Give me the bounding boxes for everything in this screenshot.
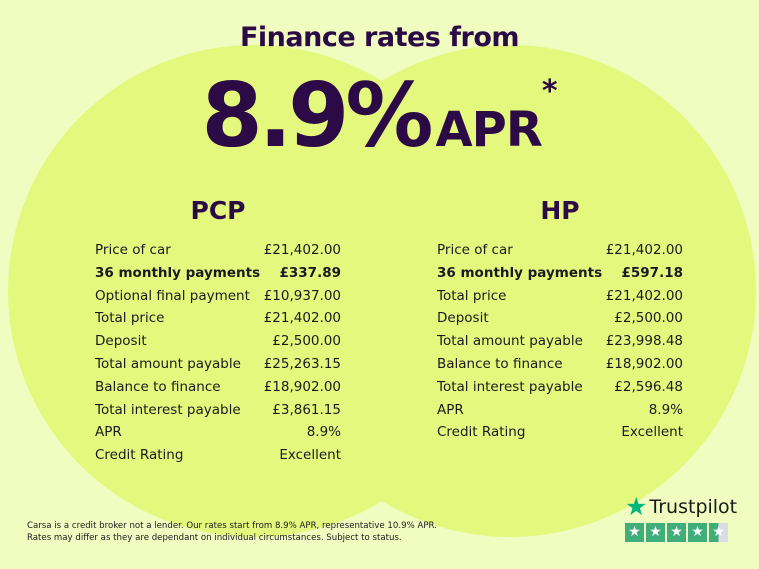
row-value: £18,902.00 (605, 355, 683, 372)
trustpilot-name: Trustpilot (649, 495, 738, 518)
trustpilot-badge: ★ Trustpilot ★ ★ ★ ★ ★ (625, 494, 737, 542)
row-label: Deposit (95, 333, 147, 350)
table-row: 36 monthly payments £337.89 (95, 262, 341, 285)
row-label: 36 monthly payments (437, 264, 603, 281)
table-row: Optional final payment £10,937.00 (95, 285, 341, 308)
table-row: Total interest payable £3,861.15 (95, 399, 341, 422)
table-row: Total amount payable £23,998.48 (437, 330, 683, 353)
row-value: £21,402.00 (605, 242, 683, 258)
table-row: Deposit £2,500.00 (95, 330, 341, 353)
headline: Finance rates from (239, 22, 520, 53)
table-row: Total amount payable £25,263.15 (95, 353, 341, 376)
row-value: £597.18 (621, 264, 684, 281)
table-row: Total price £21,402.00 (95, 307, 341, 330)
row-label: Balance to finance (437, 355, 563, 372)
table-row: Price of car £21,402.00 (95, 239, 341, 262)
rate-apr-label: APR (435, 102, 543, 158)
row-label: Balance to finance (95, 378, 221, 395)
row-label: Total price (437, 287, 507, 304)
row-value: £18,902.00 (263, 378, 341, 395)
rating-star-icon: ★ (688, 523, 707, 542)
row-label: 36 monthly payments (95, 264, 261, 281)
row-label: Optional final payment (95, 287, 250, 304)
trustpilot-logo: ★ Trustpilot (625, 494, 737, 519)
table-row: Credit Rating Excellent (95, 444, 341, 467)
table-row: Price of car £21,402.00 (437, 239, 683, 262)
table-row: Balance to finance £18,902.00 (437, 353, 683, 376)
row-label: Total interest payable (95, 401, 241, 418)
table-row: Balance to finance £18,902.00 (95, 376, 341, 399)
row-label: Price of car (95, 242, 171, 258)
row-value: Excellent (621, 424, 683, 441)
row-label: Credit Rating (437, 424, 526, 441)
rating-star-icon: ★ (646, 523, 665, 542)
table-row: APR 8.9% (95, 421, 341, 444)
row-label: Total price (95, 310, 165, 327)
row-value: £21,402.00 (605, 287, 683, 304)
rating-star-icon: ★ (667, 523, 686, 542)
row-value: £3,861.15 (272, 401, 341, 418)
trustpilot-star-icon: ★ (625, 492, 648, 521)
row-value: £25,263.15 (263, 355, 341, 372)
rate-value: 8.9% (201, 64, 433, 167)
disclaimer: Carsa is a credit broker not a lender. O… (27, 520, 437, 544)
row-value: £2,500.00 (614, 310, 683, 327)
row-label: Total amount payable (95, 355, 241, 372)
table-row: Deposit £2,500.00 (437, 307, 683, 330)
row-value: £21,402.00 (263, 242, 341, 258)
row-value: £23,998.48 (605, 333, 683, 350)
pcp-title: PCP (190, 196, 246, 225)
rating-star-icon: ★ (625, 523, 644, 542)
row-value: £21,402.00 (263, 310, 341, 327)
row-value: £2,500.00 (272, 333, 341, 350)
row-label: Credit Rating (95, 447, 184, 464)
pcp-table: PCP Price of car £21,402.00 36 monthly pay… (95, 196, 341, 467)
disclaimer-line-1: Carsa is a credit broker not a lender. O… (27, 521, 437, 531)
table-row: Total interest payable £2,596.48 (437, 376, 683, 399)
row-label: Price of car (437, 242, 513, 258)
row-label: APR (95, 424, 122, 441)
row-value: 8.9% (306, 424, 341, 441)
row-label: Total interest payable (437, 378, 583, 395)
asterisk: * (541, 74, 558, 109)
row-value: 8.9% (648, 401, 683, 418)
trustpilot-rating: ★ ★ ★ ★ ★ (625, 523, 737, 542)
hp-table: HP Price of car £21,402.00 36 monthly paym… (437, 196, 683, 444)
table-row: Credit Rating Excellent (437, 421, 683, 444)
background-circle-right (264, 45, 756, 537)
row-value: Excellent (279, 447, 341, 464)
row-value: £10,937.00 (263, 287, 341, 304)
row-label: Deposit (437, 310, 489, 327)
table-row: Total price £21,402.00 (437, 285, 683, 308)
table-row: APR 8.9% (437, 399, 683, 422)
hp-title: HP (540, 196, 580, 225)
rating-star-icon: ★ (709, 523, 728, 542)
disclaimer-line-2: Rates may differ as they are dependant o… (27, 533, 402, 543)
row-value: £2,596.48 (614, 378, 683, 395)
table-row: 36 monthly payments £597.18 (437, 262, 683, 285)
row-label: APR (437, 401, 464, 418)
row-value: £337.89 (279, 264, 342, 281)
rate-display: 8.9% APR* (0, 64, 759, 167)
row-label: Total amount payable (437, 333, 583, 350)
